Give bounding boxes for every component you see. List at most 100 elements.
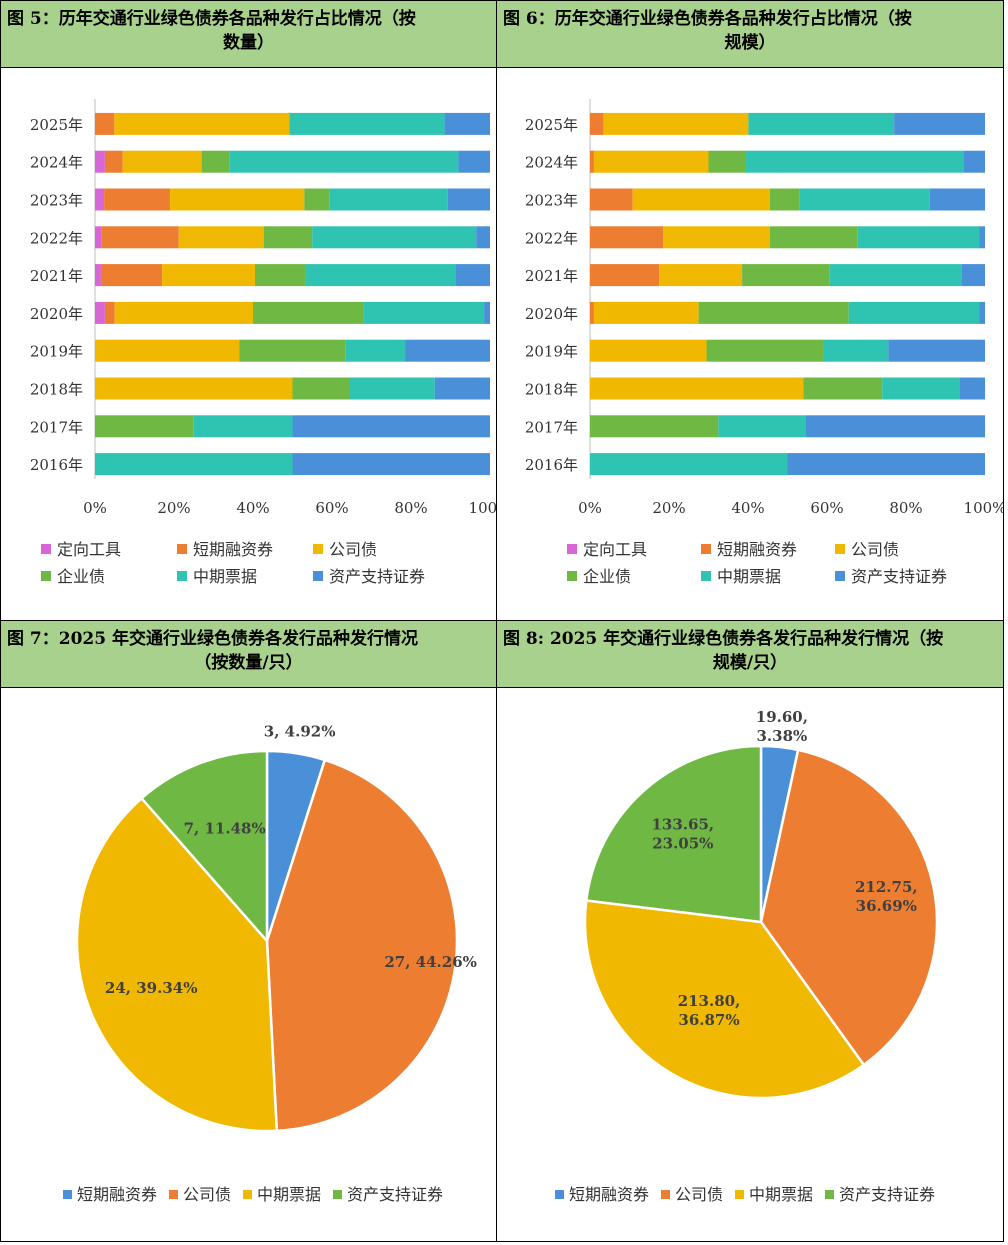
bar-segment: [590, 377, 804, 400]
bar-segment: [304, 188, 330, 211]
bar-segment: [95, 150, 105, 173]
legend-swatch: [333, 1190, 342, 1199]
x-tick-label: 20%: [157, 499, 190, 517]
legend-swatch: [555, 1190, 564, 1199]
x-tick-label: 40%: [731, 499, 764, 517]
bar-segment: [590, 264, 660, 287]
legend-label: 中期票据: [717, 567, 781, 586]
pie-slice: [139, 749, 269, 945]
bar-segment: [803, 377, 883, 400]
bar-segment: [114, 301, 253, 324]
bar-segment: [363, 301, 485, 324]
legend-label: 短期融资券: [193, 540, 273, 559]
fig6-title: 图 6：历年交通行业绿色债券各品种发行占比情况（按 规模）: [496, 0, 1004, 68]
legend-label: 公司债: [675, 1185, 723, 1204]
legend-swatch: [41, 571, 51, 581]
bar-segment: [961, 264, 985, 287]
bar-segment: [484, 301, 490, 324]
legend-swatch: [243, 1190, 252, 1199]
bar-segment: [348, 377, 435, 400]
category-label: 2020年: [525, 305, 578, 323]
fig8-panel: 19.60, 3.38% 212.75, 36.69% 213.80, 36.87% 133…: [496, 687, 1004, 1242]
x-tick-label: 100%: [964, 499, 1003, 517]
bar-segment: [979, 226, 985, 249]
bar-segment: [292, 415, 490, 438]
category-label: 2022年: [30, 229, 83, 247]
bar-segment: [95, 453, 293, 476]
bar-segment: [590, 453, 788, 476]
bar-segment: [603, 112, 749, 135]
legend-label: 企业债: [583, 567, 631, 586]
bar-segment: [455, 264, 490, 287]
category-label: 2019年: [30, 343, 83, 361]
category-label: 2019年: [525, 343, 578, 361]
bar-segment: [95, 301, 105, 324]
legend-label: 定向工具: [583, 540, 647, 559]
x-tick-label: 0%: [83, 499, 107, 517]
legend-swatch: [313, 571, 323, 581]
bar-segment: [201, 150, 230, 173]
bar-segment: [963, 150, 985, 173]
bar-segment: [405, 339, 490, 362]
legend-label: 公司债: [329, 540, 377, 559]
pie-data-label: 212.75, 36.69%: [855, 878, 918, 915]
legend-swatch: [63, 1190, 72, 1199]
category-label: 2018年: [30, 381, 83, 399]
fig7-title-line1: 图 7：2025 年交通行业绿色债券各发行品种发行情况: [7, 629, 418, 649]
fig6-panel: 2025年 2024年 2023年 2022年 2021年 2020年 2019年 2018年…: [496, 67, 1006, 621]
fig7-panel: 3, 4.92% 27, 44.26% 24, 39.34% 7, 11.48% 短期融…: [0, 687, 497, 1242]
pie-data-label: 19.60, 3.38%: [756, 708, 808, 745]
legend-label: 短期融资券: [717, 540, 797, 559]
bar-segment: [848, 301, 980, 324]
bar-segment: [787, 453, 985, 476]
bar-segment: [698, 301, 849, 324]
legend-label: 公司债: [851, 540, 899, 559]
category-label: 2023年: [525, 192, 578, 210]
x-tick-label: 80%: [394, 499, 427, 517]
bar-segment: [305, 264, 456, 287]
legend-label: 资产支持证券: [329, 567, 425, 586]
pie-data-label: 3, 4.92%: [264, 723, 336, 741]
bar-segment: [100, 264, 163, 287]
legend-swatch: [567, 544, 577, 554]
bar-segment: [101, 226, 179, 249]
category-label: 2021年: [525, 267, 578, 285]
bar-segment: [959, 377, 985, 400]
legend-swatch: [41, 544, 51, 554]
bar-segment: [162, 264, 255, 287]
fig5-title: 图 5：历年交通行业绿色债券各品种发行占比情况（按 数量）: [0, 0, 497, 68]
bar-segment: [590, 226, 664, 249]
fig5-chart: 2025年 2024年 2023年 2022年 2021年 2020年 2019年 2018年…: [30, 99, 511, 586]
category-label: 2022年: [525, 229, 578, 247]
pie-slice: [584, 744, 763, 924]
bar-segment: [292, 453, 490, 476]
bar-segment: [929, 188, 985, 211]
bar-segment: [857, 226, 980, 249]
legend-swatch: [835, 544, 845, 554]
x-tick-label: 0%: [578, 499, 602, 517]
fig6-title-line1: 图 6：历年交通行业绿色债券各品种发行占比情况（按: [503, 9, 912, 29]
bar-segment: [706, 339, 824, 362]
bar-segment: [329, 188, 448, 211]
legend-label: 短期融资券: [77, 1185, 157, 1204]
x-tick-label: 100%: [469, 499, 496, 517]
category-label: 2017年: [30, 418, 83, 436]
category-label: 2016年: [30, 456, 83, 474]
bar-segment: [104, 150, 123, 173]
pie-slice: [75, 796, 279, 1133]
legend-swatch: [177, 544, 187, 554]
fig7-title-line2: （按数量/只）: [194, 653, 303, 673]
bar-segment: [894, 112, 985, 135]
bar-segment: [882, 377, 960, 400]
legend-swatch: [701, 571, 711, 581]
category-label: 2024年: [525, 154, 578, 172]
bar-segment: [590, 112, 604, 135]
category-label: 2025年: [30, 116, 83, 134]
legend-swatch: [825, 1190, 834, 1199]
bar-segment: [104, 301, 115, 324]
bar-segment: [292, 377, 349, 400]
bar-segment: [312, 226, 477, 249]
bar-segment: [95, 339, 240, 362]
pie-slice: [759, 748, 939, 1067]
